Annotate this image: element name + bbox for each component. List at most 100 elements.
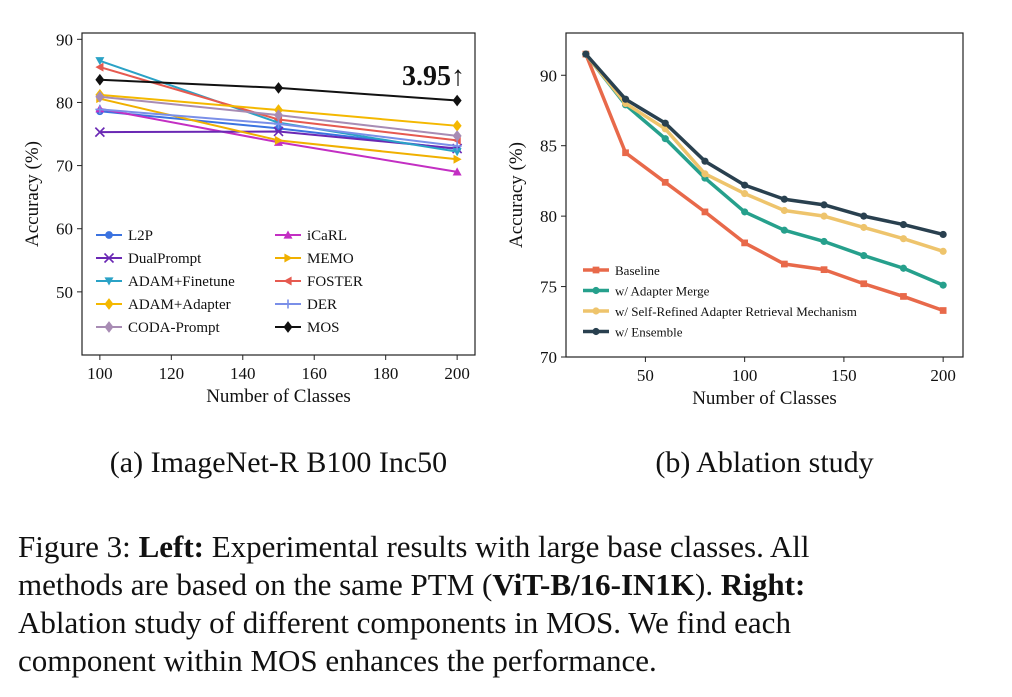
- legend-label: Baseline: [615, 263, 660, 278]
- legend-marker: [592, 327, 600, 336]
- x-tick-label: 100: [732, 366, 758, 385]
- x-tick-label: 200: [444, 364, 470, 383]
- x-tick-label: 50: [637, 366, 654, 385]
- data-point: [860, 223, 868, 231]
- improvement-annotation: 3.95↑: [402, 61, 465, 92]
- caption-text-2b: ).: [695, 567, 721, 602]
- legend-label: w/ Ensemble: [615, 325, 683, 340]
- caption-prefix: Figure 3:: [18, 529, 139, 564]
- legend-marker: [105, 231, 113, 239]
- legend-marker: [283, 276, 292, 286]
- data-point: [899, 264, 908, 272]
- y-tick-label: 80: [540, 207, 557, 226]
- y-tick-label: 70: [56, 157, 73, 176]
- data-point: [741, 190, 749, 198]
- data-point: [860, 252, 868, 260]
- legend-label: ADAM+Finetune: [128, 274, 235, 290]
- legend-marker: [283, 299, 293, 309]
- data-point: [582, 50, 590, 58]
- data-point: [820, 212, 828, 220]
- data-point: [899, 221, 908, 229]
- data-point: [274, 109, 283, 121]
- data-point: [820, 266, 828, 274]
- data-point: [780, 195, 788, 203]
- legend-marker: [592, 286, 600, 295]
- data-point: [622, 149, 629, 157]
- y-tick-label: 70: [540, 348, 557, 367]
- caption-line-2: methods are based on the same PTM (ViT-B…: [18, 566, 805, 603]
- series-line: [584, 53, 944, 287]
- data-point: [661, 119, 669, 127]
- x-tick-label: 140: [230, 364, 256, 383]
- plot-frame: [81, 32, 476, 356]
- series-line: [584, 53, 944, 313]
- caption-right-label: Right:: [720, 567, 806, 602]
- x-tick-label: 160: [301, 364, 327, 383]
- data-point: [95, 73, 105, 86]
- legend-label: w/ Adapter Merge: [615, 284, 710, 299]
- data-point: [939, 247, 947, 255]
- chart-a: 100 120 140 160 180 200 50 60 70 80 90 Number of Cl…: [22, 30, 476, 479]
- caption-text-1: Experimental results with large base cla…: [203, 529, 810, 564]
- data-point: [95, 104, 105, 114]
- legend-label: iCaRL: [307, 228, 347, 244]
- y-tick-label: 75: [540, 278, 557, 297]
- data-point: [452, 141, 462, 151]
- data-point: [860, 212, 868, 220]
- data-point: [741, 181, 749, 189]
- data-point: [701, 170, 709, 178]
- legend-label: MEMO: [307, 251, 354, 267]
- data-point: [621, 95, 630, 103]
- y-tick-label: 50: [56, 283, 73, 302]
- data-point: [452, 130, 462, 142]
- data-point: [95, 62, 104, 72]
- x-axis-label: Number of Classes: [206, 386, 351, 407]
- legend-label: MOS: [307, 320, 340, 336]
- legend-marker: [592, 307, 600, 315]
- legend-marker: [284, 253, 293, 263]
- legend-marker: [592, 266, 600, 274]
- legend-marker: [104, 321, 114, 333]
- y-tick-label: 60: [56, 220, 73, 239]
- data-point: [741, 239, 749, 247]
- data-point: [900, 293, 907, 300]
- y-axis-label: Accuracy (%): [22, 141, 43, 247]
- caption-ptm-name: ViT-B/16-IN1K: [492, 567, 696, 602]
- x-tick-label: 150: [831, 366, 857, 385]
- data-point: [939, 230, 947, 239]
- plot-frame: [565, 32, 964, 358]
- data-point: [273, 126, 284, 137]
- data-point: [820, 237, 828, 246]
- series-line: [584, 53, 944, 254]
- data-point: [453, 154, 462, 164]
- legend-label: DualPrompt: [128, 251, 202, 267]
- x-axis-label: Number of Classes: [692, 388, 837, 409]
- series-line: [584, 52, 944, 237]
- data-point: [780, 260, 788, 268]
- figure-panels: 100 120 140 160 180 200 50 60 70 80 90 Number of Cl…: [22, 30, 964, 479]
- data-point: [780, 206, 788, 215]
- legend-label: ADAM+Adapter: [128, 297, 231, 313]
- data-point: [95, 90, 105, 103]
- data-point: [274, 135, 283, 145]
- legend-marker: [283, 321, 293, 333]
- legend-marker: [283, 230, 293, 239]
- data-point: [780, 226, 788, 234]
- data-point: [939, 307, 947, 314]
- x-tick-label: 100: [87, 364, 113, 383]
- subcaption: (b) Ablation study: [655, 446, 873, 479]
- caption-line-1: Figure 3: Left: Experimental results wit…: [18, 528, 809, 565]
- y-tick-label: 85: [540, 137, 557, 156]
- data-point: [661, 178, 669, 186]
- data-point: [701, 157, 709, 165]
- data-point: [661, 135, 669, 143]
- subcaption: (a) ImageNet-R B100 Inc50: [110, 446, 447, 479]
- legend-marker: [103, 252, 115, 264]
- legend-marker: [104, 277, 114, 286]
- data-point: [939, 281, 947, 289]
- data-point: [899, 235, 908, 243]
- data-point: [860, 280, 868, 288]
- caption-line-4: component within MOS enhances the perfor…: [18, 643, 657, 678]
- legend-label: CODA-Prompt: [128, 320, 221, 336]
- data-point: [94, 127, 105, 138]
